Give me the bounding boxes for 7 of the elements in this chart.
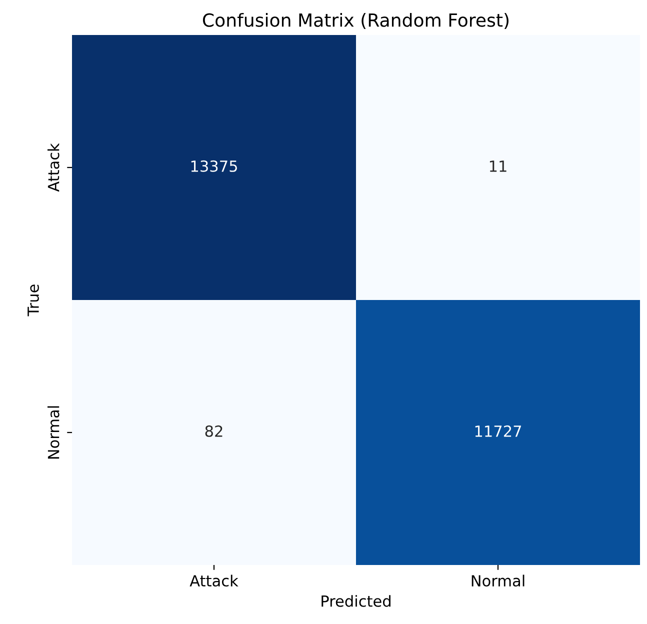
- data-label: 11727: [475, 425, 521, 437]
- data-label: 82: [205, 425, 222, 437]
- chart-title: Confusion Matrix (Random Forest): [202, 12, 508, 30]
- data-label: 11: [490, 160, 506, 172]
- y-axis-title: True: [28, 284, 39, 316]
- data-label: 13375: [191, 160, 237, 172]
- x-axis-title: Predicted: [322, 595, 390, 607]
